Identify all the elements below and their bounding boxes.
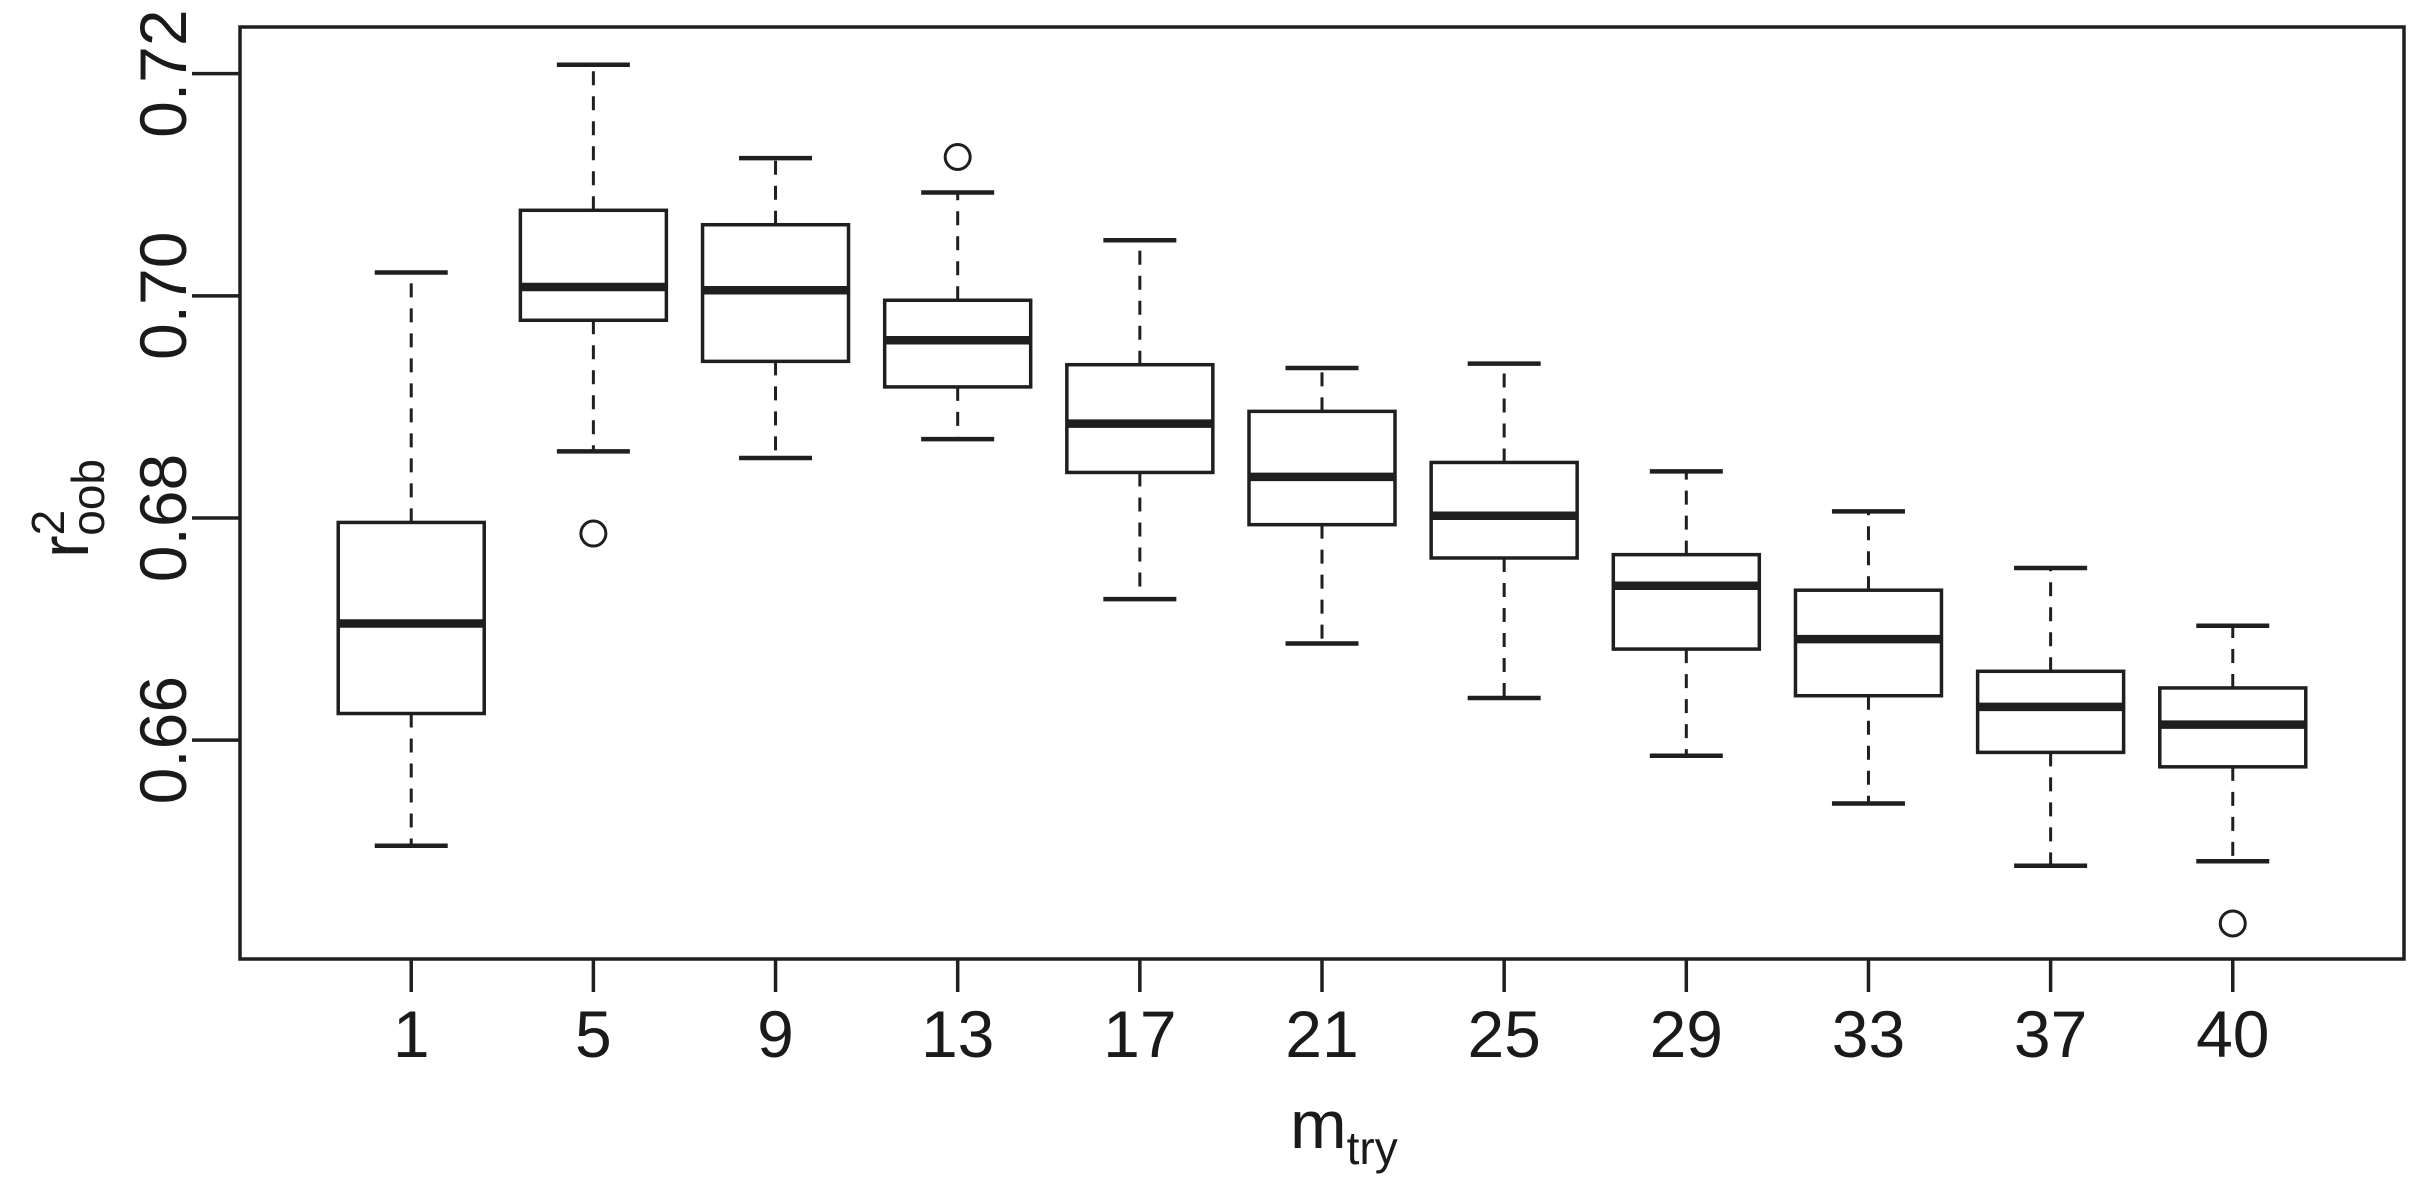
outlier-point — [2218, 909, 2247, 938]
x-tick-label: 1 — [393, 997, 430, 1071]
y-axis-title: r2oob — [22, 459, 114, 558]
iqr-box — [1611, 552, 1762, 651]
iqr-box — [1065, 362, 1215, 475]
y-tick-label: 0.72 — [126, 9, 200, 137]
x-tick-label: 21 — [1285, 997, 1358, 1071]
iqr-box — [1429, 460, 1579, 560]
x-tick-label: 33 — [1832, 997, 1905, 1071]
iqr-box — [518, 208, 669, 323]
x-tick-label: 40 — [2196, 997, 2269, 1071]
outlier-point — [943, 142, 972, 171]
x-tick-label: 13 — [921, 997, 994, 1071]
iqr-box — [1975, 669, 2126, 755]
outlier-point — [579, 519, 608, 548]
x-tick-label: 5 — [575, 997, 612, 1071]
iqr-box — [1247, 409, 1397, 527]
x-tick-label: 29 — [1650, 997, 1723, 1071]
x-tick-label: 25 — [1467, 997, 1540, 1071]
x-tick-label: 9 — [757, 997, 794, 1071]
x-tick-label: 37 — [2014, 997, 2087, 1071]
iqr-box — [336, 520, 486, 716]
x-tick-label: 17 — [1103, 997, 1176, 1071]
x-axis-title: mtry — [1290, 1087, 1398, 1174]
y-tick-label: 0.68 — [126, 454, 200, 582]
y-tick-label: 0.66 — [126, 676, 200, 804]
y-tick-label: 0.70 — [126, 232, 200, 360]
